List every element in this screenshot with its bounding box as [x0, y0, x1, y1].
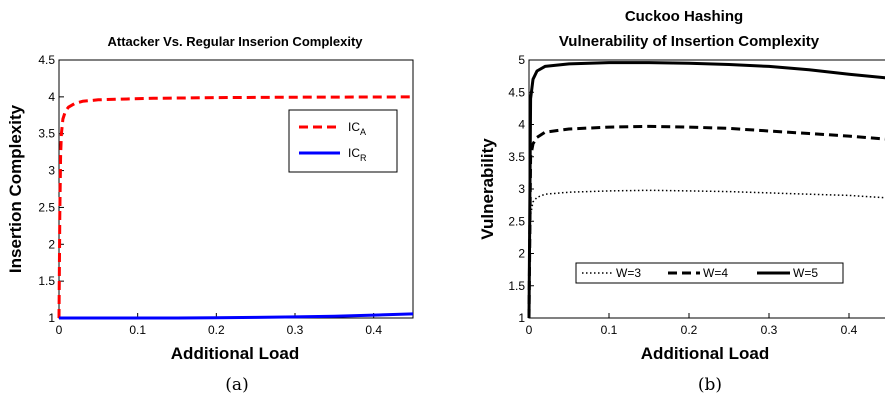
chart-a-y-tick-label: 1	[48, 311, 55, 325]
chart-b-legend: W=3 W=4 W=5	[576, 263, 843, 283]
chart-a-x-tick-label: 0.2	[208, 323, 225, 337]
chart-b-x-tick-label: 0.4	[841, 323, 858, 337]
chart-a-y-tick-label: 1.5	[38, 274, 55, 288]
chart-a-y-tick-label: 3	[48, 164, 55, 178]
caption-a: (a)	[225, 375, 248, 395]
chart-a-x-axis-label: Additional Load	[171, 344, 299, 363]
legend-ic-a-main: IC	[348, 120, 360, 134]
chart-a-legend: ICA ICR	[289, 110, 397, 172]
legend-ic-r-sub: R	[360, 153, 367, 163]
chart-b-subtitle: Vulnerability of Insertion Complexity	[559, 33, 820, 50]
chart-b-title: Cuckoo Hashing	[625, 8, 743, 25]
chart-a: Attacker Vs. Regular Inserion Complexity…	[6, 34, 413, 395]
chart-a-y-tick-label: 2.5	[38, 200, 55, 214]
chart-a-y-axis-label: Insertion Complexity	[6, 104, 25, 273]
chart-b-y-axis-label: Vulnerability	[478, 138, 497, 240]
chart-b-x-tick-label: 0.3	[761, 323, 778, 337]
legend-ic-a-sub: A	[360, 127, 366, 137]
legend-label-w5: W=5	[793, 266, 818, 280]
chart-a-y-tick-label: 4.5	[38, 53, 55, 67]
chart-b-y-tick-label: 1	[518, 311, 525, 325]
legend-label-w4: W=4	[703, 266, 728, 280]
chart-a-x-tick-label: 0.4	[365, 323, 382, 337]
chart-a-x-tick-label: 0.3	[287, 323, 304, 337]
chart-a-x-tick-label: 0.1	[129, 323, 146, 337]
chart-b-y-tick-label: 3	[518, 182, 525, 196]
chart-b-x-tick-label: 0.2	[681, 323, 698, 337]
chart-b-y-tick-label: 4	[518, 118, 525, 132]
chart-b-y-tick-label: 5	[518, 53, 525, 67]
chart-b-y-tick-label: 3.5	[508, 150, 525, 164]
chart-b: Cuckoo Hashing Vulnerability of Insertio…	[478, 8, 885, 395]
chart-a-y-tick-label: 4	[48, 90, 55, 104]
chart-a-y-tick-label: 3.5	[38, 127, 55, 141]
caption-b: (b)	[698, 375, 722, 395]
chart-a-x-tick-label: 0	[56, 323, 63, 337]
chart-b-x-axis-label: Additional Load	[641, 344, 769, 363]
chart-a-legend-box	[289, 110, 397, 172]
chart-a-y-tick-label: 2	[48, 237, 55, 251]
chart-b-x-tick-label: 0	[526, 323, 533, 337]
legend-label-w3: W=3	[616, 266, 641, 280]
chart-a-title: Attacker Vs. Regular Inserion Complexity	[107, 34, 363, 49]
chart-b-y-tick-label: 2.5	[508, 214, 525, 228]
chart-b-x-tick-label: 0.1	[601, 323, 618, 337]
chart-b-y-tick-label: 4.5	[508, 85, 525, 99]
legend-ic-r-main: IC	[348, 146, 360, 160]
chart-b-y-tick-label: 1.5	[508, 279, 525, 293]
chart-b-y-tick-label: 2	[518, 247, 525, 261]
